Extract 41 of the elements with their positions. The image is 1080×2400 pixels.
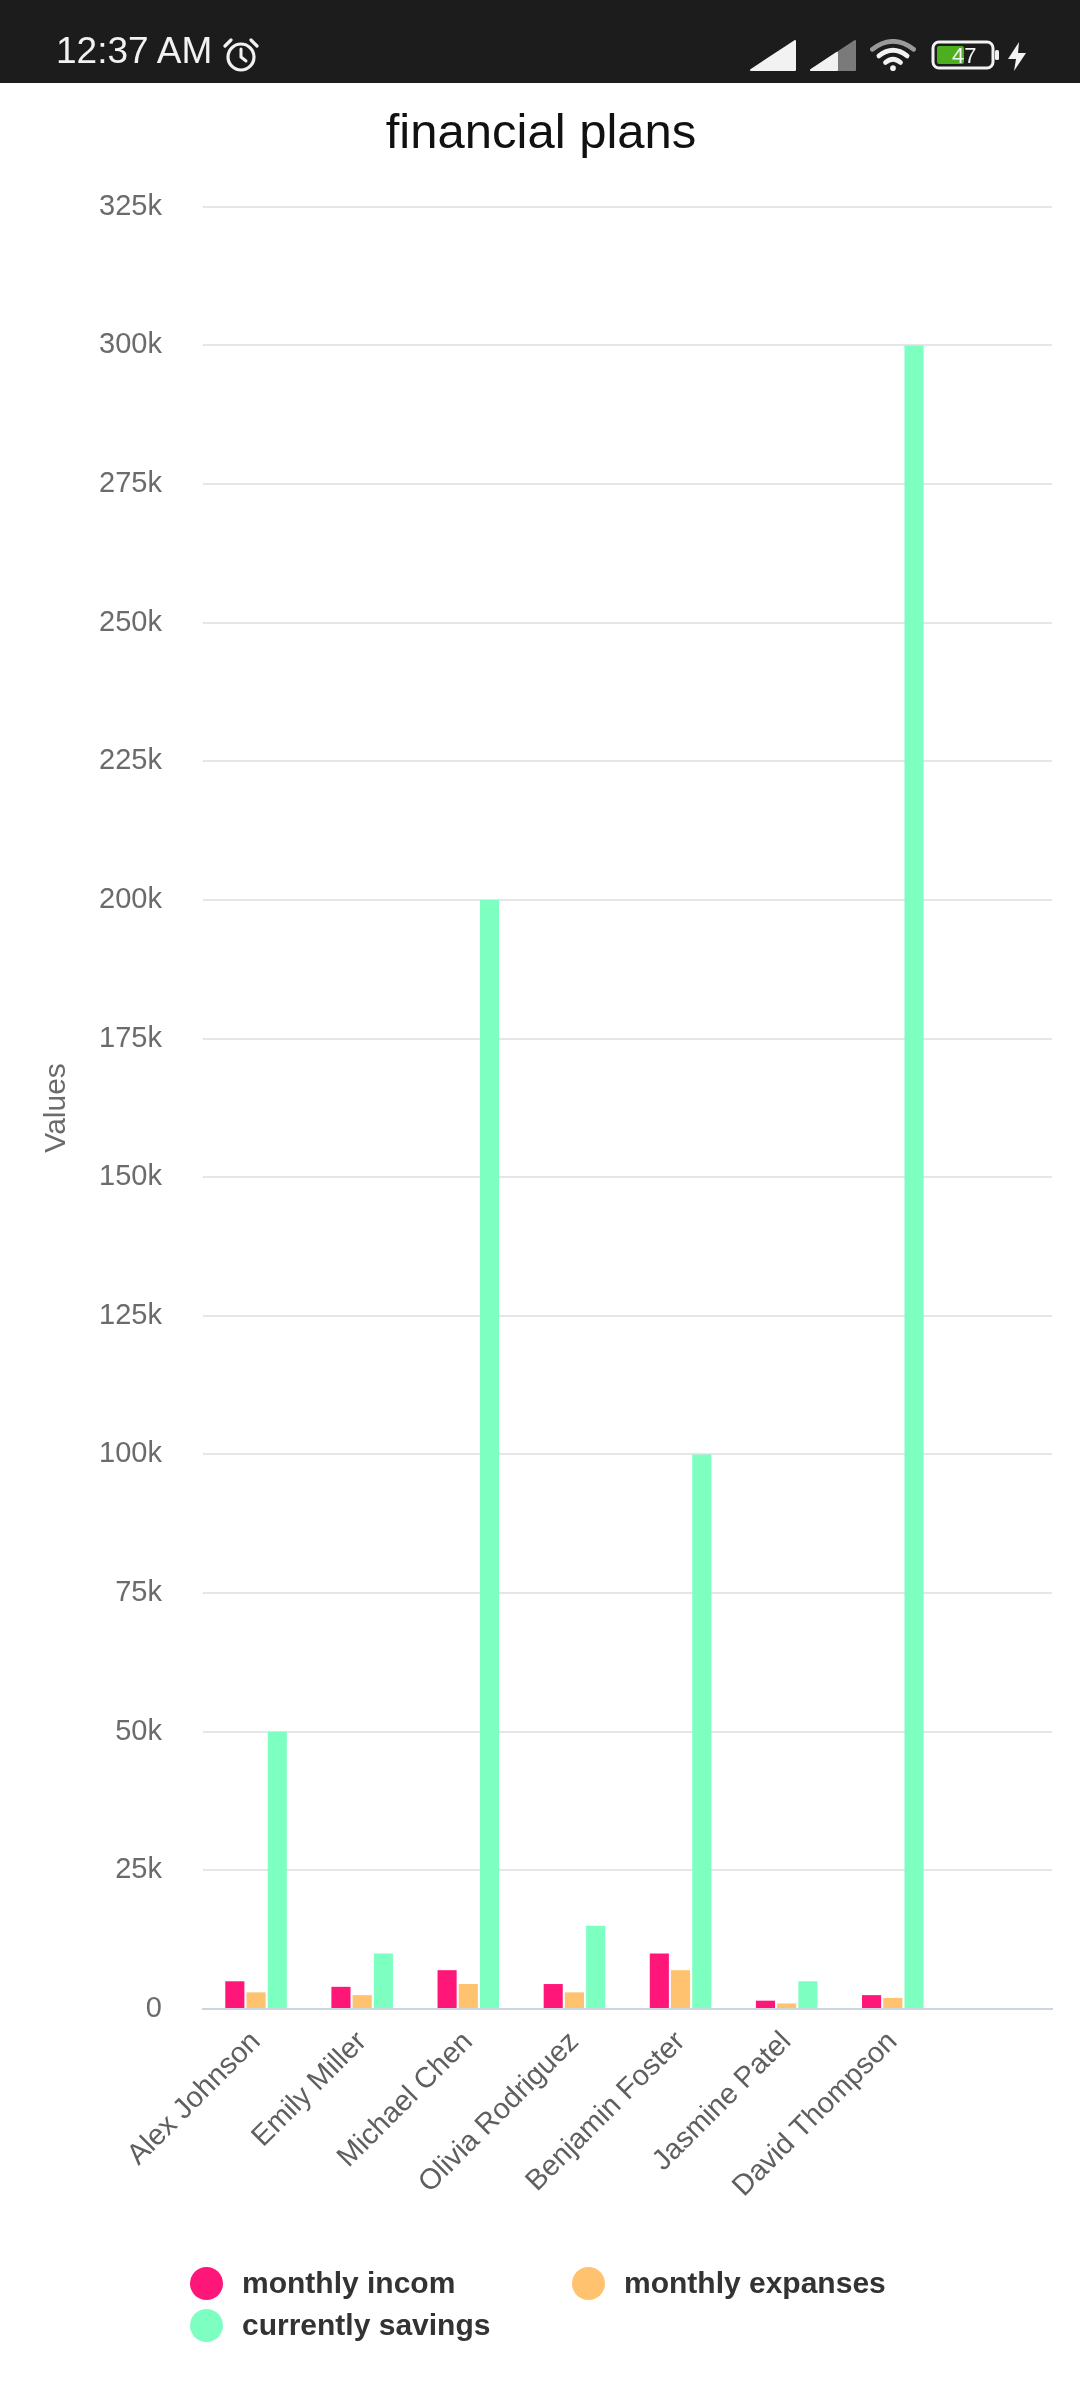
y-tick-label: 50k — [115, 1713, 163, 1746]
bar — [437, 1970, 457, 2008]
y-tick-label: 225k — [99, 743, 163, 776]
y-tick-label: 325k — [99, 188, 163, 221]
legend-label: currently savings — [242, 2308, 491, 2342]
y-tick-label: 175k — [99, 1020, 163, 1053]
bar — [267, 1731, 287, 2008]
chart-title: financial plans — [385, 103, 697, 158]
y-tick-label: 125k — [99, 1297, 163, 1330]
y-tick-label: 300k — [99, 327, 163, 360]
bar — [798, 1981, 818, 2008]
bar — [373, 1953, 393, 2008]
y-axis-title: Values — [38, 1063, 72, 1153]
bar — [225, 1981, 245, 2008]
y-tick-label: 100k — [99, 1436, 163, 1469]
bar — [479, 899, 500, 2008]
bar — [586, 1925, 606, 2008]
bar — [246, 1992, 266, 2008]
bar — [883, 1997, 903, 2008]
y-tick-label: 0 — [145, 1991, 162, 2023]
legend-label: monthly expanses — [624, 2266, 886, 2300]
bar — [352, 1995, 372, 2008]
bar — [649, 1953, 669, 2008]
y-tick-label: 150k — [99, 1159, 163, 1192]
bar — [904, 345, 924, 2008]
y-tick-label: 250k — [99, 604, 163, 637]
bar — [862, 1995, 882, 2008]
y-tick-label: 275k — [99, 466, 163, 499]
bar — [671, 1970, 691, 2008]
bar — [458, 1984, 478, 2008]
bar — [755, 2000, 776, 2008]
y-tick-label: 75k — [115, 1575, 163, 1608]
bar — [543, 1984, 563, 2008]
y-tick-label: 200k — [99, 881, 163, 914]
status-bar: 12:37 AM 47 — [0, 0, 1080, 83]
bar — [331, 1986, 351, 2008]
legend-label: monthly incom — [242, 2266, 456, 2300]
bar — [777, 2003, 797, 2008]
bar — [564, 1992, 584, 2008]
bar — [692, 1454, 712, 2008]
y-tick-label: 25k — [115, 1852, 163, 1885]
